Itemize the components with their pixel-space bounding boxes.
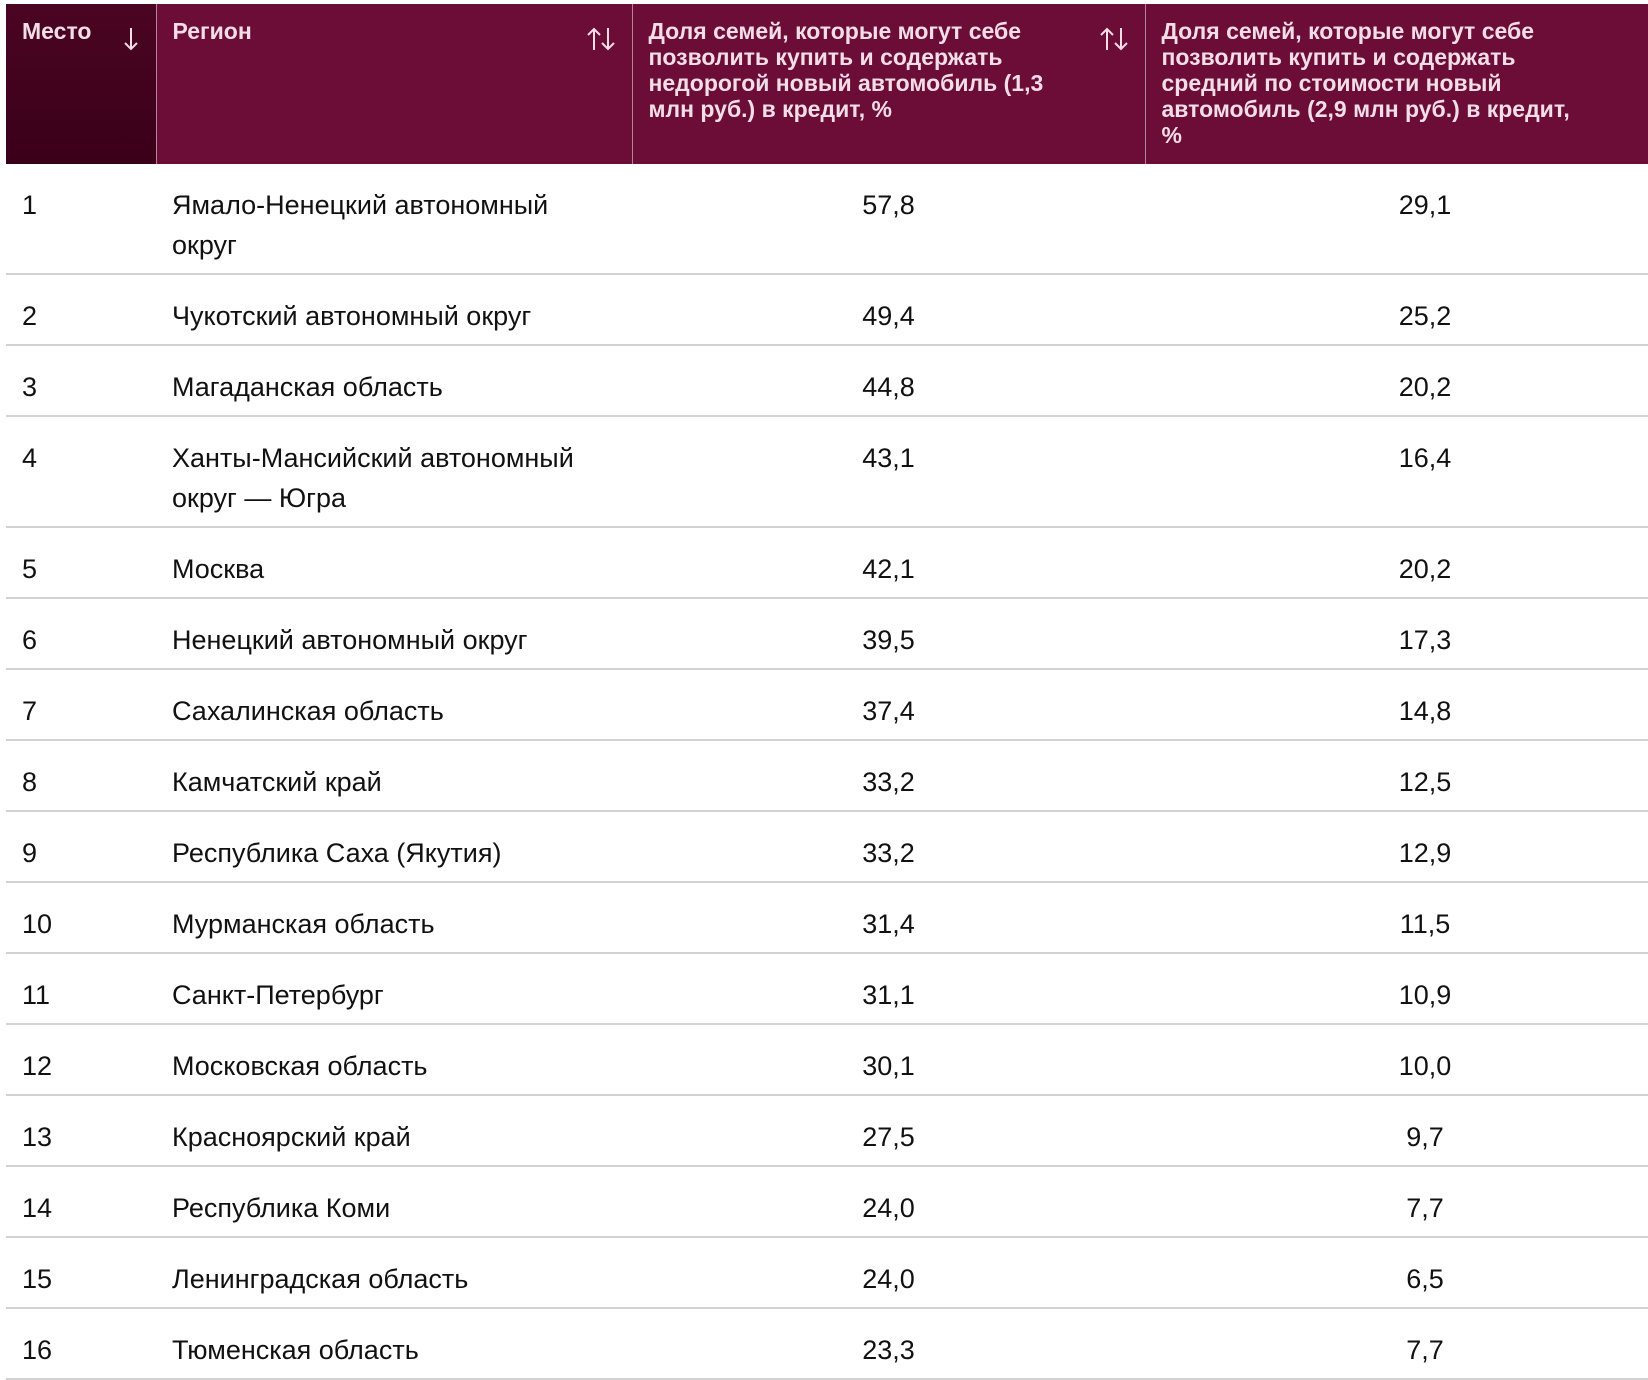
sort-icon (123, 28, 138, 51)
rank-cell: 3 (6, 345, 156, 417)
table-row: 13 Красноярский край 27,5 9,7 (6, 1095, 1648, 1167)
rank-cell: 16 (6, 1308, 156, 1380)
header-label: Место (22, 18, 92, 44)
header-label: Доля семей, которые могут себе позволить… (1161, 18, 1570, 148)
table-row: 9 Республика Саха (Якутия) 33,2 12,9 (6, 811, 1648, 883)
region-cell: Красноярский край (156, 1095, 632, 1167)
value-cell: 30,1 (632, 1024, 1145, 1096)
value-cell: 31,4 (632, 882, 1145, 954)
region-cell: Ненецкий автономный округ (156, 598, 632, 670)
header-cell[interactable]: Место (6, 4, 156, 164)
region-cell: Магаданская область (156, 345, 632, 417)
region-cell: Тюменская область (156, 1308, 632, 1380)
value-cell: 10,0 (1145, 1024, 1648, 1096)
rank-cell: 14 (6, 1166, 156, 1238)
table-row: 11 Санкт-Петербург 31,1 10,9 (6, 953, 1648, 1025)
region-cell: Ямало-Ненецкий автономный округ (156, 164, 632, 275)
value-cell: 39,5 (632, 598, 1145, 670)
region-cell: Мурманская область (156, 882, 632, 954)
value-cell: 43,1 (632, 416, 1145, 528)
header-row: Место Регион Доля семей, которые могут с… (6, 4, 1648, 164)
value-cell: 25,2 (1145, 274, 1648, 346)
value-cell: 33,2 (632, 811, 1145, 883)
value-cell: 14,8 (1145, 669, 1648, 741)
header-label: Регион (172, 18, 252, 44)
value-cell: 42,1 (632, 527, 1145, 599)
value-cell: 12,9 (1145, 811, 1648, 883)
value-cell: 11,5 (1145, 882, 1648, 954)
value-cell: 37,4 (632, 669, 1145, 741)
rank-cell: 10 (6, 882, 156, 954)
sort-icon (586, 27, 615, 51)
value-cell: 7,7 (1145, 1166, 1648, 1238)
region-cell: Ленинградская область (156, 1237, 632, 1309)
value-cell: 12,5 (1145, 740, 1648, 812)
value-cell: 29,1 (1145, 164, 1648, 275)
rank-cell: 9 (6, 811, 156, 883)
rank-cell: 15 (6, 1237, 156, 1309)
rank-cell: 13 (6, 1095, 156, 1167)
value-cell: 57,8 (632, 164, 1145, 275)
value-cell: 20,2 (1145, 527, 1648, 599)
value-cell: 6,5 (1145, 1237, 1648, 1309)
value-cell: 17,3 (1145, 598, 1648, 670)
table-row: 2 Чукотский автономный округ 49,4 25,2 (6, 274, 1648, 346)
region-cell: Ханты-Мансийский автономный округ — Югра (156, 416, 632, 528)
rank-cell: 1 (6, 164, 156, 275)
region-cell: Московская область (156, 1024, 632, 1096)
table-row: 3 Магаданская область 44,8 20,2 (6, 345, 1648, 417)
table-row: 14 Республика Коми 24,0 7,7 (6, 1166, 1648, 1238)
table-row: 1 Ямало-Ненецкий автономный округ 57,8 29,1 (6, 164, 1648, 275)
rank-cell: 12 (6, 1024, 156, 1096)
table-row: 5 Москва 42,1 20,2 (6, 527, 1648, 599)
region-cell: Республика Саха (Якутия) (156, 811, 632, 883)
rank-cell: 4 (6, 416, 156, 528)
value-cell: 16,4 (1145, 416, 1648, 528)
value-cell: 7,7 (1145, 1308, 1648, 1380)
region-cell: Камчатский край (156, 740, 632, 812)
rank-cell: 5 (6, 527, 156, 599)
value-cell: 9,7 (1145, 1095, 1648, 1167)
table-row: 10 Мурманская область 31,4 11,5 (6, 882, 1648, 954)
sort-icon (1099, 27, 1128, 51)
value-cell: 10,9 (1145, 953, 1648, 1025)
table-row: 4 Ханты-Мансийский автономный округ — Югр… (6, 416, 1648, 528)
value-cell: 49,4 (632, 274, 1145, 346)
table-row: 12 Московская область 30,1 10,0 (6, 1024, 1648, 1096)
value-cell: 23,3 (632, 1308, 1145, 1380)
table-row: 6 Ненецкий автономный округ 39,5 17,3 (6, 598, 1648, 670)
rank-cell: 8 (6, 740, 156, 812)
value-cell: 24,0 (632, 1166, 1145, 1238)
table-row: 15 Ленинградская область 24,0 6,5 (6, 1237, 1648, 1309)
header-cell[interactable]: Доля семей, которые могут себе позволить… (1144, 4, 1648, 164)
rank-cell: 7 (6, 669, 156, 741)
rank-cell: 6 (6, 598, 156, 670)
value-cell: 27,5 (632, 1095, 1145, 1167)
table-row: 7 Сахалинская область 37,4 14,8 (6, 669, 1648, 741)
region-cell: Чукотский автономный округ (156, 274, 632, 346)
rank-cell: 11 (6, 953, 156, 1025)
region-cell: Сахалинская область (156, 669, 632, 741)
table-row: 16 Тюменская область 23,3 7,7 (6, 1308, 1648, 1380)
region-cell: Республика Коми (156, 1166, 632, 1238)
region-cell: Санкт-Петербург (156, 953, 632, 1025)
page: Место Регион Доля семей, которые могут с… (6, 4, 1648, 1380)
rank-cell: 2 (6, 274, 156, 346)
ranking-table: Место Регион Доля семей, которые могут с… (6, 4, 1648, 1380)
value-cell: 24,0 (632, 1237, 1145, 1309)
header-cell[interactable]: Доля семей, которые могут себе позволить… (631, 4, 1145, 164)
value-cell: 20,2 (1145, 345, 1648, 417)
header-cell[interactable]: Регион (155, 4, 632, 164)
table-row: 8 Камчатский край 33,2 12,5 (6, 740, 1648, 812)
table-body: 1 Ямало-Ненецкий автономный округ 57,8 29,1… (6, 164, 1648, 1380)
value-cell: 44,8 (632, 345, 1145, 417)
value-cell: 31,1 (632, 953, 1145, 1025)
value-cell: 33,2 (632, 740, 1145, 812)
region-cell: Москва (156, 527, 632, 599)
header-label: Доля семей, которые могут себе позволить… (648, 18, 1044, 122)
